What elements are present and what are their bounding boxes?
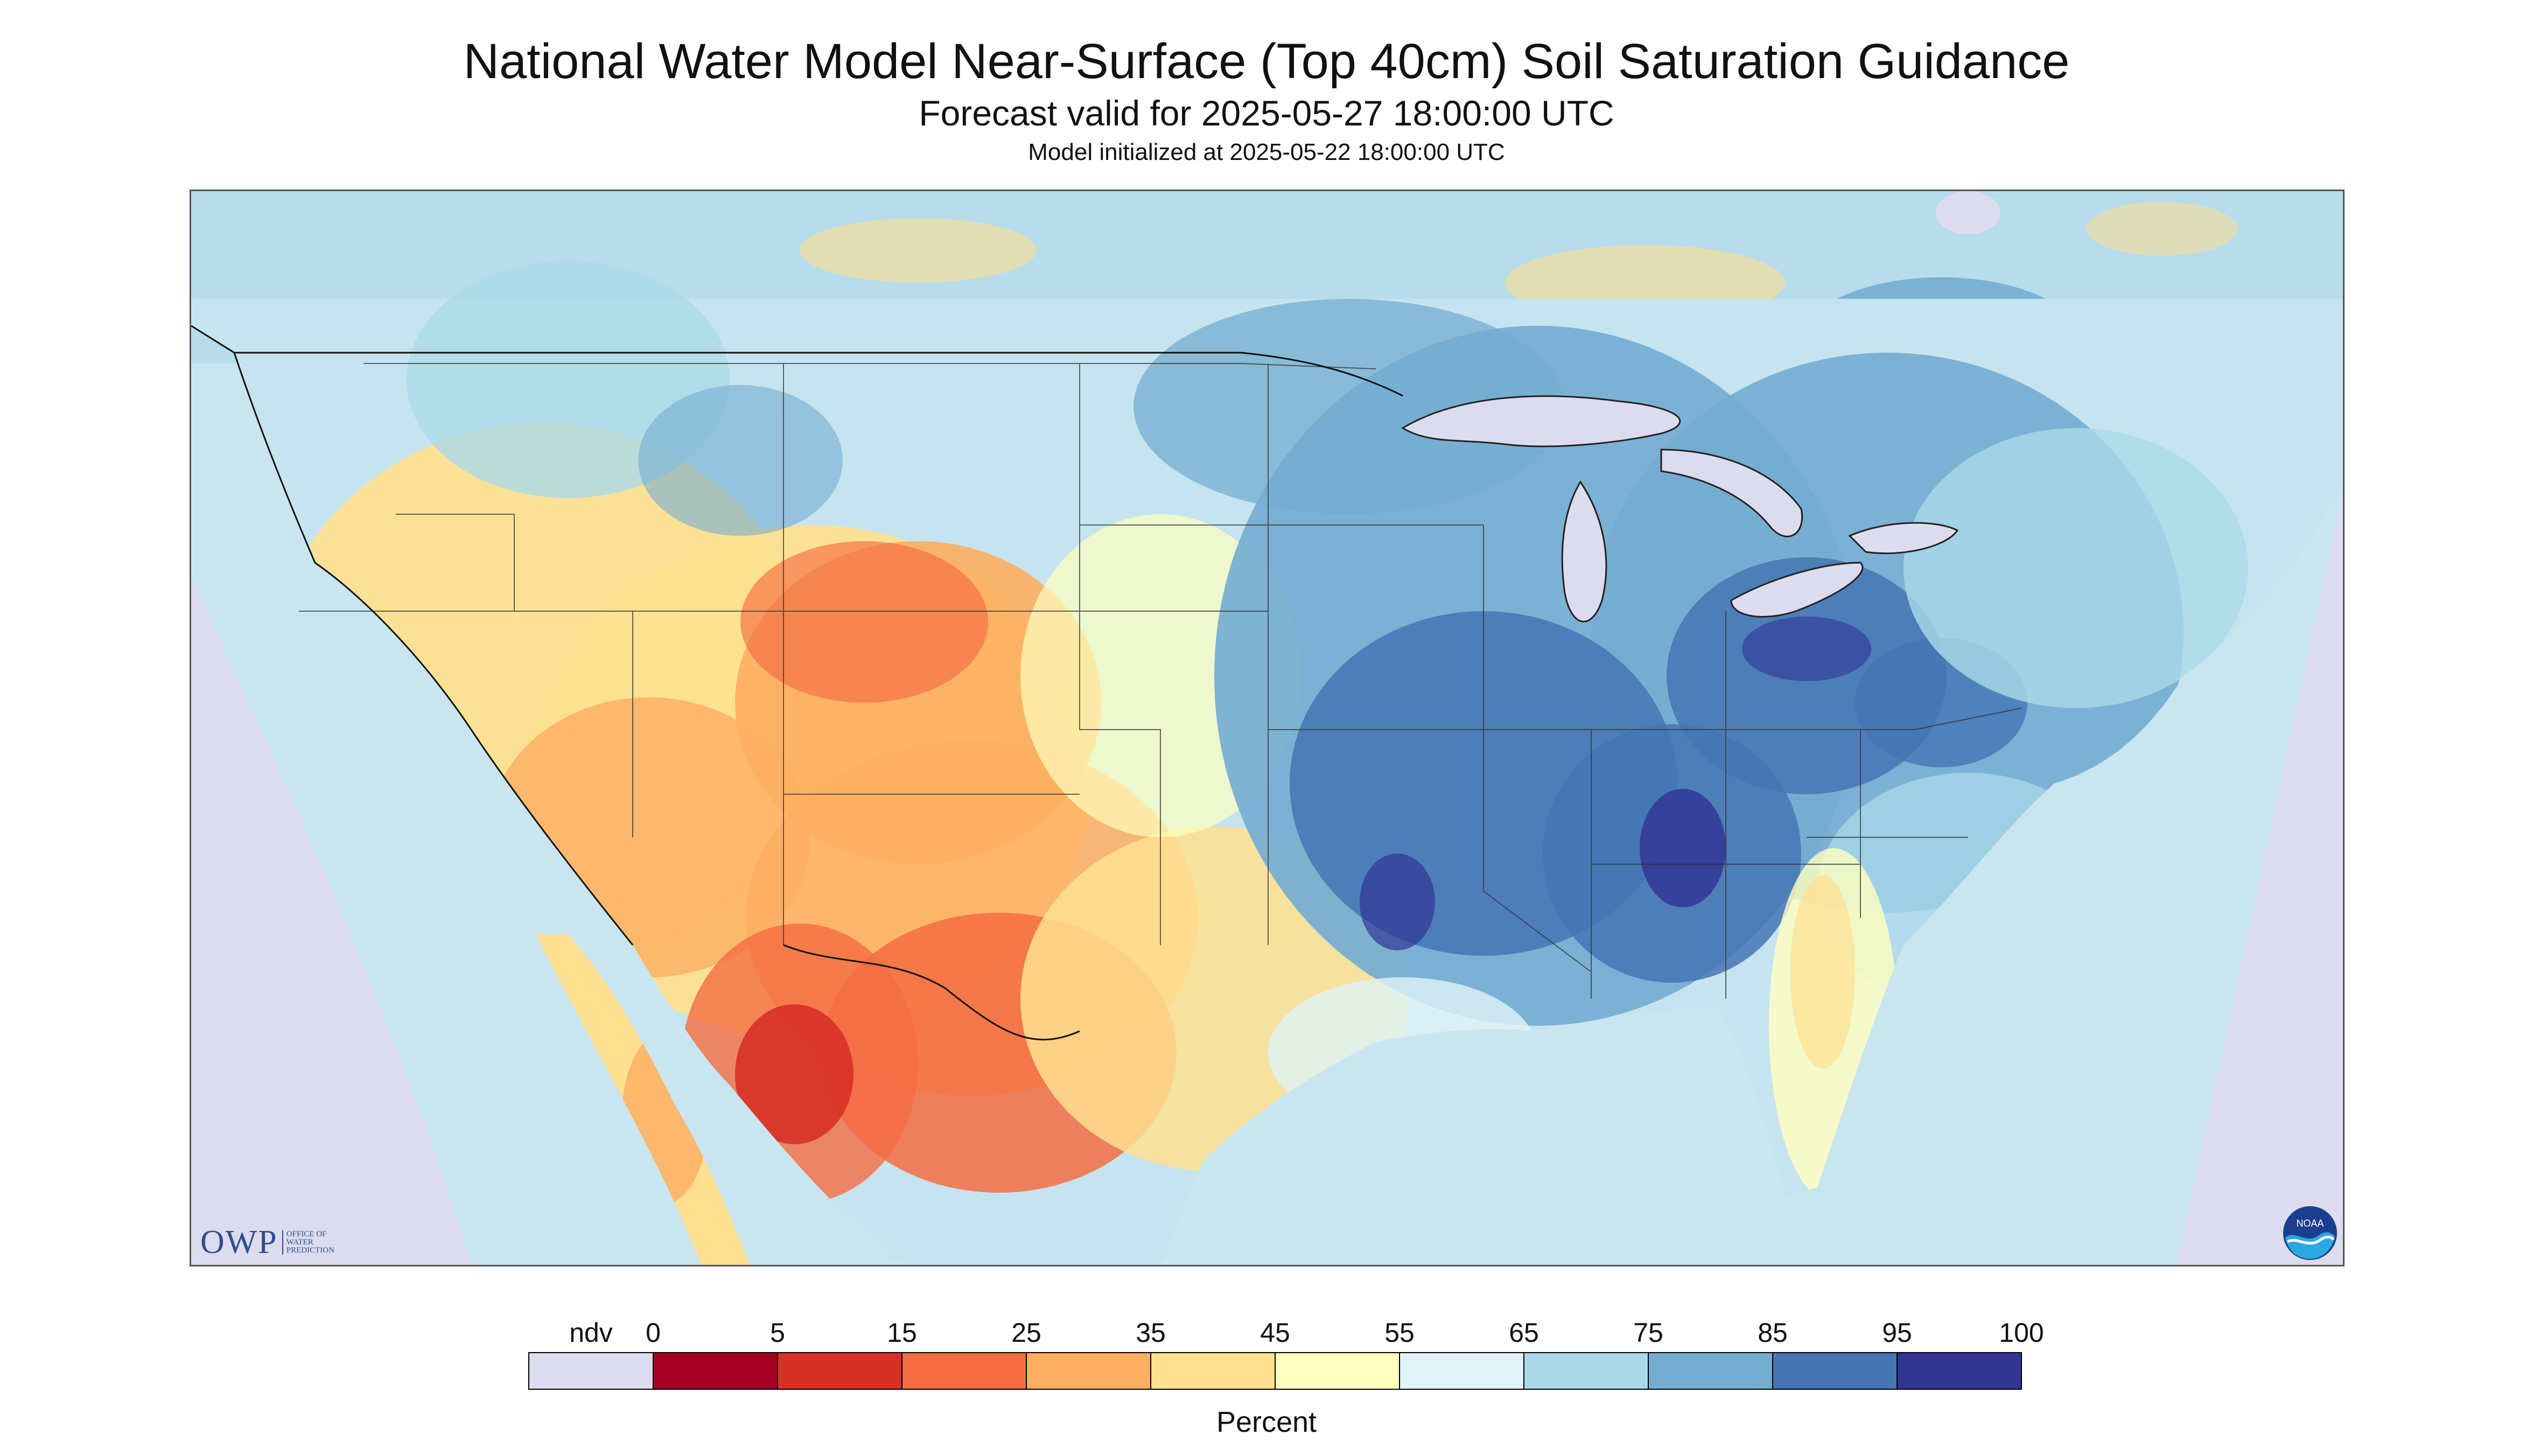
legend-tick-95: 95 [1882, 1318, 1912, 1348]
legend-box-35-45 [1150, 1352, 1276, 1390]
legend-box-85-95 [1772, 1352, 1898, 1390]
legend-tick-15: 15 [887, 1318, 917, 1348]
owp-logo: OWP Office of Water Prediction [200, 1223, 334, 1261]
legend-tick-45: 45 [1260, 1318, 1290, 1348]
legend-box-55-65 [1399, 1352, 1524, 1390]
legend-box-65-75 [1523, 1352, 1649, 1390]
legend-colorbar: ndv 0 5 15 25 35 45 55 65 75 85 95 100 [528, 1318, 2044, 1390]
legend-box-15-25 [901, 1352, 1027, 1390]
legend-tick-55: 55 [1384, 1318, 1415, 1348]
legend-box-75-85 [1648, 1352, 1773, 1390]
legend-title: Percent [1216, 1406, 1317, 1438]
owp-logo-subtext: Office of Water Prediction [282, 1230, 334, 1255]
noaa-logo-text: NOAA [2296, 1218, 2324, 1229]
legend-tick-5: 5 [770, 1318, 785, 1348]
forecast-valid-line: Forecast valid for 2025-05-27 18:00:00 U… [919, 93, 1614, 133]
legend-box-45-55 [1275, 1352, 1400, 1390]
map-graphic [191, 191, 2343, 1265]
legend-tick-25: 25 [1011, 1318, 1041, 1348]
legend-box-5-15 [777, 1352, 902, 1390]
owp-logo-text: OWP [200, 1223, 278, 1261]
national-borders [191, 325, 1403, 1041]
legend-tick-65: 65 [1509, 1318, 1539, 1348]
soil-saturation-map [190, 190, 2345, 1266]
great-lakes [1401, 395, 1959, 622]
legend-box-ndv [528, 1352, 654, 1390]
legend-box-95-100 [1897, 1352, 2022, 1390]
legend-tick-85: 85 [1758, 1318, 1788, 1348]
state-borders [299, 363, 2023, 999]
legend-tick-100: 100 [1999, 1318, 2044, 1348]
legend-tick-0: 0 [646, 1318, 661, 1348]
noaa-logo: NOAA [2283, 1206, 2337, 1260]
map-title: National Water Model Near-Surface (Top 4… [463, 34, 2070, 89]
legend-box-0-5 [653, 1352, 778, 1390]
color-legend: ndv 0 5 15 25 35 45 55 65 75 85 95 100 [0, 1292, 2533, 1454]
legend-tick-75: 75 [1633, 1318, 1663, 1348]
legend-tick-35: 35 [1136, 1318, 1166, 1348]
legend-box-25-35 [1026, 1352, 1151, 1390]
legend-label-ndv: ndv [569, 1318, 613, 1348]
model-init-line: Model initialized at 2025-05-22 18:00:00… [1028, 139, 1505, 165]
